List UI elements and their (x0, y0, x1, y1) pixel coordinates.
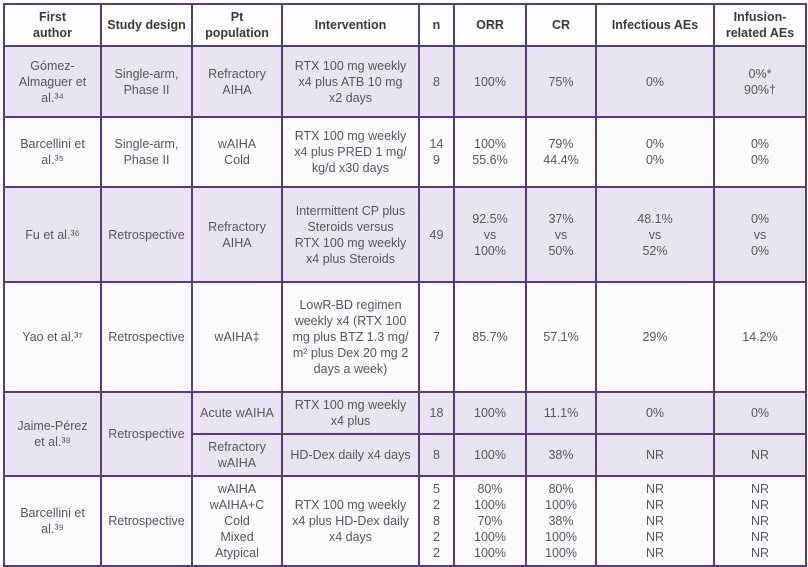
cell-pt-population: wAIHA wAIHA+C Cold Mixed Atypical (191, 475, 283, 567)
cell-n: 5 2 8 2 2 (418, 475, 455, 567)
row-jaime-acute: Jaime-Pérez et al.³⁸ Retrospective Acute… (3, 391, 807, 477)
cell-first-author: Jaime-Pérez et al.³⁸ (3, 391, 102, 477)
cell-cr: 75% (525, 45, 597, 118)
cell-intervention: RTX 100 mg weekly x4 plus PRED 1 mg/ kg/… (281, 116, 420, 188)
cell-infectious-aes: 29% (595, 281, 715, 393)
cell-intervention: RTX 100 mg weekly x4 plus ATB 10 mg x2 d… (281, 45, 420, 118)
cell-study-design: Single-arm, Phase II (100, 45, 193, 118)
col-header-orr: ORR (453, 3, 527, 47)
paper-table-figure: First author Study design Pt population … (3, 3, 807, 567)
cell-study-design: Single-arm, Phase II (100, 116, 193, 188)
cell-orr: 100% (453, 45, 527, 118)
row-barcellini39: Barcellini et al.³⁹ Retrospective wAIHA … (3, 475, 807, 567)
cell-first-author: Gómez- Almaguer et al.³⁴ (3, 45, 102, 118)
cell-orr: 100% (453, 391, 527, 435)
cell-orr: 85.7% (453, 281, 527, 393)
cell-intervention: HD-Dex daily x4 days (281, 433, 420, 477)
col-header-infusion-related-aes: Infusion- related AEs (713, 3, 807, 47)
cell-intervention: Intermittent CP plus Steroids versus RTX… (281, 186, 420, 283)
cell-intervention: RTX 100 mg weekly x4 plus HD-Dex daily x… (281, 475, 420, 567)
cell-infectious-aes: 0% (595, 45, 715, 118)
cell-cr: 80% 100% 38% 100% 100% (525, 475, 597, 567)
row-jaime-refractory: Refractory wAIHA HD-Dex daily x4 days 8 … (4, 433, 807, 477)
col-header-pt-population: Pt population (191, 3, 283, 47)
cell-intervention: LowR-BD regimen weekly x4 (RTX 100 mg pl… (281, 281, 420, 393)
cell-cr: 79% 44.4% (525, 116, 597, 188)
cell-n: 7 (418, 281, 455, 393)
cell-infusion-related-aes: 0%* 90%† (713, 45, 807, 118)
col-header-n: n (418, 3, 455, 47)
col-header-intervention: Intervention (281, 3, 420, 47)
row-barcellini35: Barcellini et al.³⁵ Single-arm, Phase II… (3, 116, 807, 188)
cell-n: 18 (418, 391, 455, 435)
cell-infusion-related-aes: 0% 0% (713, 116, 807, 188)
cell-cr: 57.1% (525, 281, 597, 393)
cell-intervention: RTX 100 mg weekly x4 plus (281, 391, 420, 435)
cell-cr: 11.1% (525, 391, 597, 435)
cell-infectious-aes: 0% 0% (595, 116, 715, 188)
cell-n: 8 (418, 45, 455, 118)
cell-first-author: Barcellini et al.³⁵ (3, 116, 102, 188)
cell-pt-population: wAIHA‡ (191, 281, 283, 393)
cell-study-design: Retrospective (100, 391, 193, 477)
col-header-infectious-aes: Infectious AEs (595, 3, 715, 47)
cell-first-author: Yao et al.³⁷ (3, 281, 102, 393)
cell-cr: 37% vs 50% (525, 186, 597, 283)
cell-study-design: Retrospective (100, 186, 193, 283)
cell-pt-population: Refractory AIHA (191, 186, 283, 283)
cell-infusion-related-aes: NR (713, 433, 807, 477)
cell-study-design: Retrospective (100, 281, 193, 393)
cell-orr: 100% 55.6% (453, 116, 527, 188)
cell-cr: 38% (525, 433, 597, 477)
cell-infectious-aes: 0% (595, 391, 715, 435)
cell-infusion-related-aes: 14.2% (713, 281, 807, 393)
header-row: First author Study design Pt population … (3, 3, 807, 47)
row-yao: Yao et al.³⁷ Retrospective wAIHA‡ LowR-B… (3, 281, 807, 393)
cell-pt-population: Refractory wAIHA (191, 433, 283, 477)
cell-infusion-related-aes: NR NR NR NR NR (713, 475, 807, 567)
cell-infectious-aes: NR NR NR NR NR (595, 475, 715, 567)
col-header-study-design: Study design (100, 3, 193, 47)
cell-infusion-related-aes: 0% (713, 391, 807, 435)
cell-infusion-related-aes: 0% vs 0% (713, 186, 807, 283)
col-header-first-author: First author (3, 3, 102, 47)
cell-n: 14 9 (418, 116, 455, 188)
cell-n: 49 (418, 186, 455, 283)
col-header-cr: CR (525, 3, 597, 47)
cell-n: 8 (418, 433, 455, 477)
cell-pt-population: wAIHA Cold (191, 116, 283, 188)
row-gomez: Gómez- Almaguer et al.³⁴ Single-arm, Pha… (3, 45, 807, 118)
cell-pt-population: Refractory AIHA (191, 45, 283, 118)
cell-study-design: Retrospective (100, 475, 193, 567)
cell-first-author: Fu et al.³⁶ (3, 186, 102, 283)
row-fu: Fu et al.³⁶ Retrospective Refractory AIH… (3, 186, 807, 283)
cell-orr: 100% (453, 433, 527, 477)
cell-infectious-aes: 48.1% vs 52% (595, 186, 715, 283)
cell-orr: 92.5% vs 100% (453, 186, 527, 283)
cell-infectious-aes: NR (595, 433, 715, 477)
rituximab-aiha-studies-table: First author Study design Pt population … (3, 3, 807, 567)
cell-pt-population: Acute wAIHA (191, 391, 283, 435)
cell-first-author: Barcellini et al.³⁹ (3, 475, 102, 567)
cell-orr: 80% 100% 70% 100% 100% (453, 475, 527, 567)
